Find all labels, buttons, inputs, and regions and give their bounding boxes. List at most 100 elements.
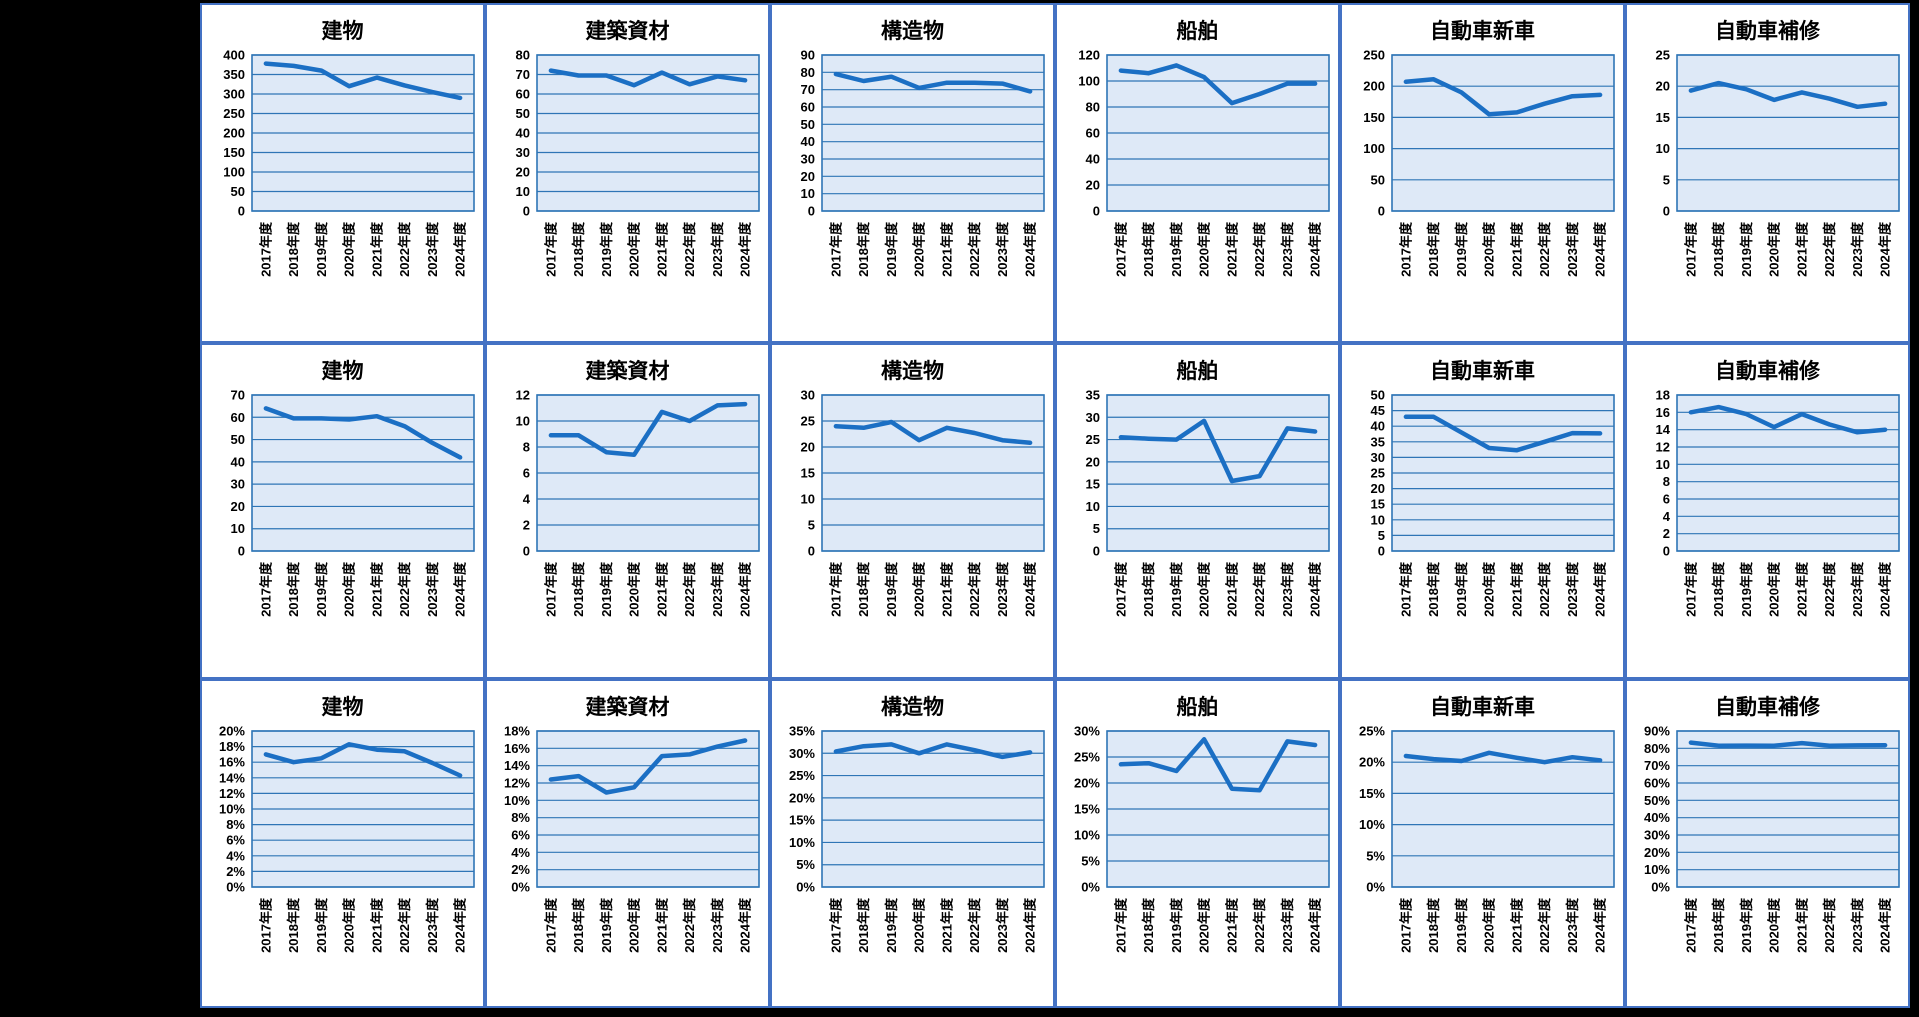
x-tick-label: 2020年度 — [911, 561, 926, 617]
y-tick-label: 20% — [1358, 755, 1384, 770]
x-tick-label: 2020年度 — [1481, 221, 1496, 277]
y-tick-label: 14 — [1655, 422, 1670, 437]
x-tick-label: 2024年度 — [1022, 897, 1037, 953]
y-tick-label: 6 — [1662, 492, 1669, 507]
line-chart: 0% 5% 10% 15% 20% 25% 30% 35% 2017年度 2018年度 2019年度… — [788, 724, 1045, 953]
chart-panel-0-5: 自動車補修 0 5 10 15 20 25 2017年度 2018年度 2019年度 2020年度 2… — [1625, 3, 1910, 343]
x-tick-label: 2024年度 — [1877, 221, 1892, 277]
y-tick-label: 10 — [515, 414, 529, 429]
y-tick-label: 50% — [1643, 793, 1669, 808]
line-chart: 0% 5% 10% 15% 20% 25% 2017年度 2018年度 2019年度 2020年度… — [1358, 724, 1615, 953]
x-tick-label: 2018年度 — [286, 221, 301, 277]
x-tick-label: 2022年度 — [397, 561, 412, 617]
x-tick-label: 2020年度 — [341, 897, 356, 953]
y-tick-label: 100 — [1363, 141, 1385, 156]
y-tick-label: 16% — [218, 755, 244, 770]
y-tick-label: 90 — [800, 48, 814, 63]
x-tick-label: 2017年度 — [1683, 221, 1698, 277]
y-tick-label: 0 — [1662, 544, 1669, 559]
y-tick-label: 30 — [1370, 450, 1384, 465]
y-tick-label: 8 — [522, 440, 529, 455]
chart-title: 船舶 — [1176, 20, 1219, 43]
y-tick-label: 20% — [1073, 776, 1099, 791]
x-tick-label: 2023年度 — [994, 221, 1009, 277]
data-series-line — [1688, 740, 1887, 748]
y-tick-label: 80 — [800, 65, 814, 80]
x-tick-label: 2022年度 — [1537, 561, 1552, 617]
y-tick-label: 40 — [1085, 152, 1099, 167]
x-tick-label: 2017年度 — [1398, 897, 1413, 953]
y-tick-label: 60 — [1085, 126, 1099, 141]
x-tick-label: 2018年度 — [1711, 561, 1726, 617]
y-tick-label: 5% — [1366, 848, 1385, 863]
x-tick-label: 2022年度 — [1537, 221, 1552, 277]
x-tick-label: 2020年度 — [626, 221, 641, 277]
y-tick-label: 8 — [1662, 474, 1669, 489]
y-tick-label: 70 — [800, 82, 814, 97]
x-tick-label: 2024年度 — [737, 897, 752, 953]
line-chart: 0 50 100 150 200 250 2017年度 2018年度 2019年度 2020年度 2… — [1363, 48, 1615, 277]
y-tick-label: 45 — [1370, 403, 1384, 418]
plot-border — [1390, 730, 1615, 888]
y-tick-label: 25 — [800, 414, 814, 429]
y-tick-label: 250 — [223, 106, 245, 121]
y-tick-label: 5 — [807, 518, 814, 533]
line-chart: 0 2 4 6 8 10 12 2017年度 2018年度 2019年度 2020年度 2021年度 2… — [515, 388, 760, 617]
plot-area — [251, 395, 474, 551]
y-tick-label: 6% — [511, 828, 530, 843]
x-tick-label: 2020年度 — [1766, 221, 1781, 277]
x-tick-label: 2020年度 — [1196, 561, 1211, 617]
y-tick-label: 50 — [230, 432, 244, 447]
y-tick-label: 20% — [1643, 845, 1669, 860]
line-chart: 0 5 10 15 20 25 2017年度 2018年度 2019年度 2020年度 2021年度… — [1655, 48, 1900, 277]
x-tick-label: 2017年度 — [258, 221, 273, 277]
x-tick-label: 2022年度 — [967, 561, 982, 617]
y-tick-label: 10% — [1358, 817, 1384, 832]
y-tick-label: 15% — [788, 813, 814, 828]
x-tick-label: 2021年度 — [1224, 561, 1239, 617]
y-tick-label: 0 — [522, 204, 529, 219]
y-tick-label: 5 — [1662, 172, 1669, 187]
x-tick-label: 2022年度 — [682, 221, 697, 277]
y-tick-label: 0 — [237, 544, 244, 559]
plot-border — [1675, 394, 1900, 552]
x-tick-label: 2019年度 — [313, 897, 328, 953]
x-tick-label: 2023年度 — [1279, 221, 1294, 277]
x-tick-label: 2019年度 — [1738, 897, 1753, 953]
chart-panel-1-0: 建物 0 10 20 30 40 50 60 70 2017年度 2018年度 2019年度 2020年… — [200, 343, 485, 679]
x-tick-label: 2022年度 — [1252, 221, 1267, 277]
x-tick-label: 2018年度 — [1426, 221, 1441, 277]
y-tick-label: 50 — [1370, 388, 1384, 403]
y-tick-label: 120 — [1078, 48, 1100, 63]
x-tick-label: 2017年度 — [1683, 897, 1698, 953]
y-tick-label: 18% — [218, 739, 244, 754]
y-tick-label: 20 — [800, 169, 814, 184]
y-tick-label: 15 — [1085, 477, 1099, 492]
y-tick-label: 35% — [788, 724, 814, 739]
y-tick-label: 70 — [230, 388, 244, 403]
y-tick-label: 25 — [1085, 432, 1099, 447]
x-tick-label: 2020年度 — [1481, 561, 1496, 617]
chart-panel-1-5: 自動車補修 0 2 4 6 8 10 12 14 16 18 2017年度 2018年度 2019年度 20… — [1625, 343, 1910, 679]
x-tick-label: 2019年度 — [598, 221, 613, 277]
x-tick-label: 2021年度 — [369, 897, 384, 953]
chart-title: 建築資材 — [585, 20, 670, 43]
line-chart: 0% 10% 20% 30% 40% 50% 60% 70% 80% 90% 2017年度 2018年… — [1643, 724, 1900, 953]
chart-title: 建物 — [321, 696, 364, 719]
y-tick-label: 10 — [515, 184, 529, 199]
x-tick-label: 2019年度 — [1738, 561, 1753, 617]
line-chart: 0 5 10 15 20 25 30 2017年度 2018年度 2019年度 2020年度 2021… — [800, 388, 1045, 617]
y-tick-label: 20 — [515, 165, 529, 180]
y-tick-label: 5 — [1092, 521, 1099, 536]
x-tick-label: 2018年度 — [856, 221, 871, 277]
x-tick-label: 2023年度 — [994, 561, 1009, 617]
y-tick-label: 0% — [511, 880, 530, 895]
y-tick-label: 20 — [230, 499, 244, 514]
x-tick-label: 2024年度 — [1592, 561, 1607, 617]
x-tick-label: 2023年度 — [424, 561, 439, 617]
y-tick-label: 12 — [515, 388, 529, 403]
line-chart: 0 2 4 6 8 10 12 14 16 18 2017年度 2018年度 2019年度 2020年度 2… — [1655, 388, 1900, 617]
chart-title: 自動車補修 — [1715, 696, 1820, 719]
y-tick-label: 5% — [1081, 854, 1100, 869]
